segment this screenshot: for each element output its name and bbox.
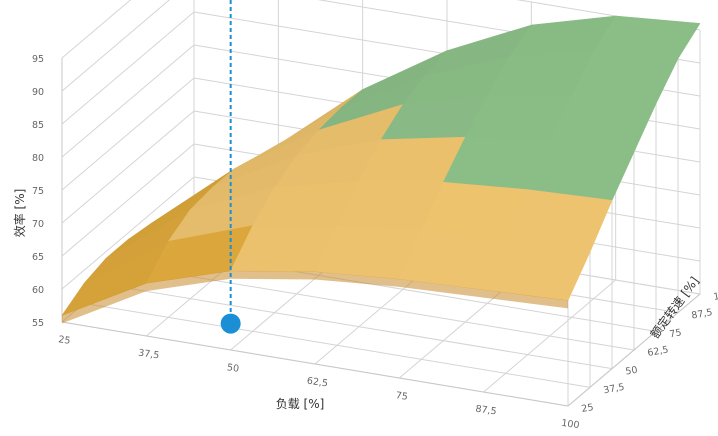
x-tick-label: 62,5 [306, 376, 328, 390]
z-tick-label: 80 [32, 153, 44, 164]
efficiency-surface [61, 15, 701, 324]
y-tick-label: 25 [581, 402, 595, 415]
z-tick-label: 85 [32, 120, 44, 131]
axis-labels: 负载 [%] 额定转速 [%] 效率 [%] 2537,55062,57587,… [12, 54, 718, 431]
z-axis-title: 效率 [%] [12, 189, 27, 238]
x-tick-label: 100 [561, 418, 580, 431]
floor-gridline [483, 279, 616, 393]
x-tick-label: 50 [226, 362, 240, 375]
x-tick-label: 37,5 [137, 348, 159, 362]
axis-line [61, 321, 569, 407]
operating-point-marker [220, 313, 241, 334]
operating-point-marker-group [220, 0, 241, 334]
x-tick-label: 87,5 [475, 404, 497, 418]
y-tick-label: 87,5 [691, 307, 714, 322]
y-tick-label: 50 [625, 365, 639, 378]
y-tick-label: 62,5 [647, 344, 670, 359]
side-wall-gridline [61, 110, 195, 224]
side-wall-gridline [61, 11, 195, 125]
side-wall-gridline [61, 143, 195, 257]
surface-patch [483, 241, 591, 301]
z-tick-label: 75 [32, 186, 44, 197]
side-wall-gridline [61, 176, 195, 290]
z-tick-label: 60 [32, 285, 44, 296]
x-axis-title: 负载 [%] [276, 397, 325, 411]
z-tick-label: 70 [32, 219, 44, 230]
y-tick-label: 75 [669, 327, 683, 340]
z-tick-label: 55 [32, 318, 44, 329]
x-tick-label: 75 [395, 390, 409, 403]
surface-front-edge [62, 270, 568, 324]
side-wall-gridline [61, 0, 132, 59]
z-tick-label: 65 [32, 252, 44, 263]
y-tick-label: 37,5 [603, 382, 626, 397]
side-wall-gridline [61, 0, 171, 92]
x-tick-label: 25 [58, 334, 72, 347]
side-wall-gridline [61, 77, 195, 191]
axis-line [567, 293, 701, 407]
z-tick-label: 95 [32, 54, 44, 65]
y-tick-label: 100 [713, 289, 718, 303]
side-wall-gridline [61, 44, 195, 158]
z-tick-label: 90 [32, 87, 44, 98]
